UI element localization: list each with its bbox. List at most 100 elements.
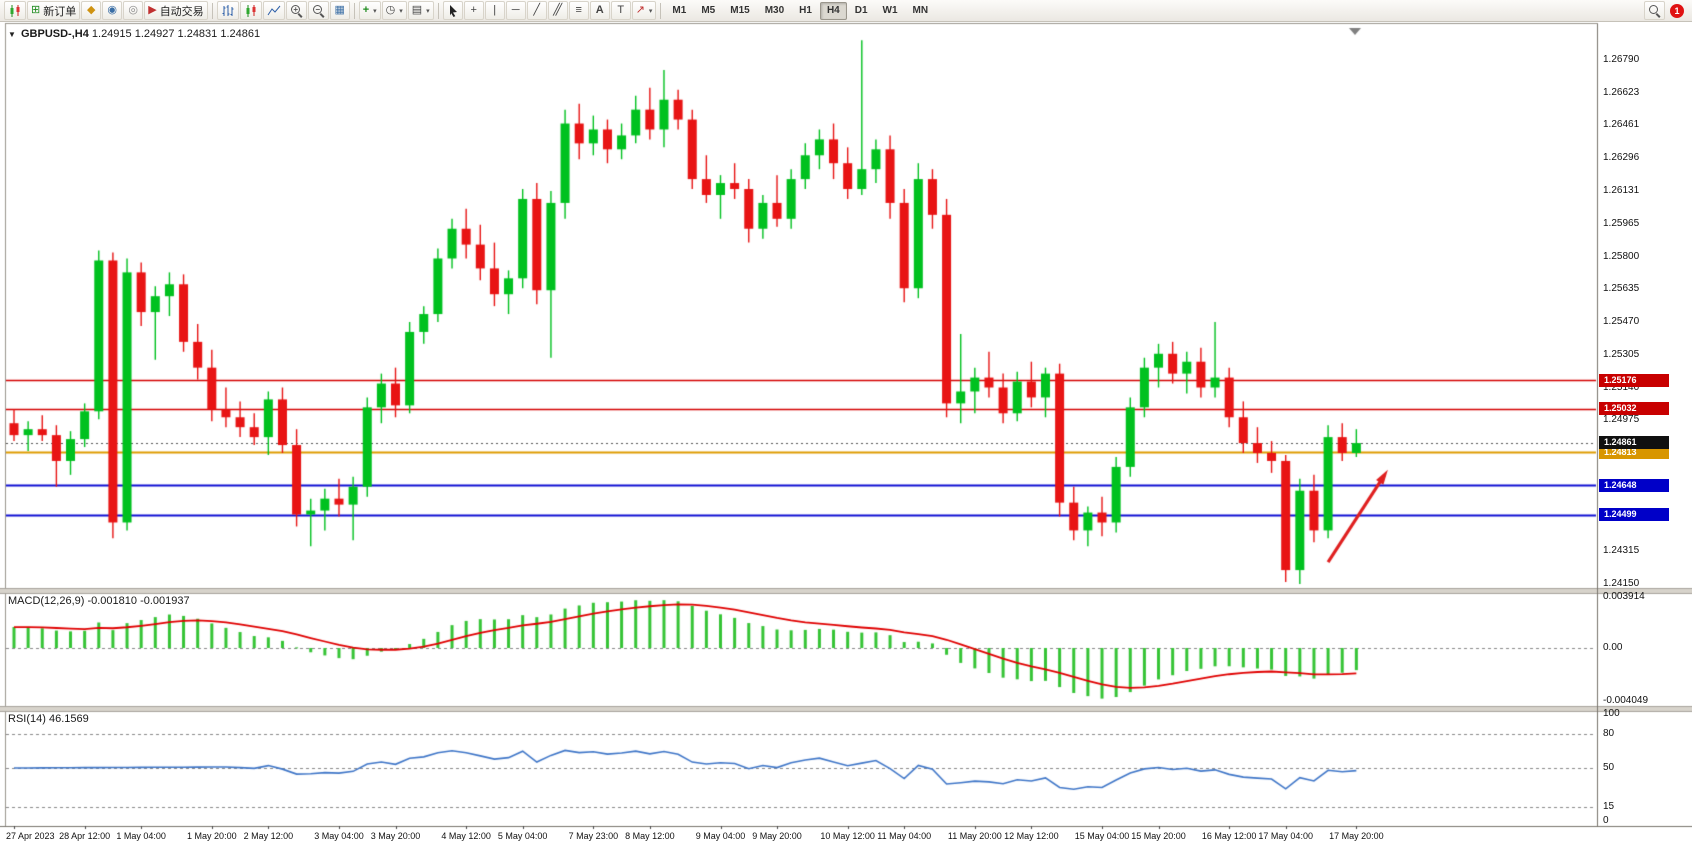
time-axis-label: 4 May 12:00 xyxy=(441,831,491,841)
zoom-in-icon: + xyxy=(290,4,303,17)
time-axis-label: 17 May 20:00 xyxy=(1329,831,1384,841)
auto-trading-button[interactable]: ▶ 自动交易 xyxy=(144,1,208,20)
time-axis-label: 15 May 04:00 xyxy=(1074,831,1130,841)
time-axis-label: 9 May 20:00 xyxy=(752,831,802,841)
price-tick-label: 1.26623 xyxy=(1603,87,1640,99)
notification-badge[interactable]: 1 xyxy=(1670,3,1684,18)
indicators-icon: + xyxy=(362,4,370,16)
timeframe-mn-button[interactable]: MN xyxy=(906,2,936,20)
timeframe-w1-button[interactable]: W1 xyxy=(876,2,905,20)
vertical-line-tool-button[interactable]: | xyxy=(484,1,505,20)
price-tick-label: 1.24150 xyxy=(1603,578,1640,589)
label-tool-button[interactable]: T xyxy=(610,1,631,20)
price-tick-label: 1.26461 xyxy=(1603,119,1640,131)
price-tick-label: 1.25635 xyxy=(1603,283,1640,295)
time-axis-label: 9 May 04:00 xyxy=(695,831,746,841)
price-level-tag[interactable]: 1.25176 xyxy=(1599,373,1669,387)
rsi-axis-label: 80 xyxy=(1603,728,1615,740)
time-axis-label: 28 Apr 12:00 xyxy=(59,831,111,841)
price-level-tag[interactable]: 1.24499 xyxy=(1599,508,1669,522)
chevron-down-icon: ▾ xyxy=(399,7,403,15)
arrows-tool-button[interactable]: ↗ ▾ xyxy=(631,1,657,20)
crosshair-icon: + xyxy=(470,4,477,16)
new-order-icon: ⊞ xyxy=(31,4,41,16)
timeframe-h1-button[interactable]: H1 xyxy=(792,2,819,20)
time-axis-label: 8 May 12:00 xyxy=(625,831,675,841)
fibonacci-tool-button[interactable]: ≡ xyxy=(568,1,589,20)
crosshair-tool-button[interactable]: + xyxy=(463,1,484,20)
template-icon: ▤ xyxy=(411,4,423,16)
community-button[interactable]: ◉ xyxy=(102,1,123,20)
text-tool-button[interactable]: A xyxy=(589,1,610,20)
chart-header: ▼ GBPUSD-,H4 1.24915 1.24927 1.24831 1.2… xyxy=(8,28,260,40)
zoom-in-button[interactable]: + xyxy=(285,1,307,20)
arrows-tool-icon: ↗ xyxy=(635,4,645,16)
mql5-button[interactable]: ◎ xyxy=(123,1,144,20)
chevron-down-icon: ▾ xyxy=(648,7,653,15)
time-axis-label: 7 May 23:00 xyxy=(568,831,619,841)
time-axis-label: 11 May 04:00 xyxy=(877,831,932,841)
timeframe-m1-button[interactable]: M1 xyxy=(665,2,693,20)
timeframe-m15-button[interactable]: M15 xyxy=(723,2,756,20)
rsi-axis-label: 15 xyxy=(1603,801,1615,813)
cursor-tool-button[interactable] xyxy=(442,1,463,20)
candlestick-chart-button[interactable] xyxy=(239,1,262,20)
price-tick-label: 1.25965 xyxy=(1603,217,1640,229)
search-icon xyxy=(1648,4,1661,17)
label-tool-icon: T xyxy=(617,4,625,16)
indicators-button[interactable]: + ▾ xyxy=(358,1,381,20)
search-button[interactable] xyxy=(1644,1,1665,20)
time-axis-label: 1 May 20:00 xyxy=(187,831,237,841)
toolbar-separator xyxy=(353,2,355,19)
price-tick-label: 1.24975 xyxy=(1603,414,1640,426)
new-order-label: 新订单 xyxy=(43,5,77,18)
auto-trading-icon: ▶ xyxy=(148,4,157,16)
time-axis-label: 3 May 20:00 xyxy=(370,831,421,841)
macd-axis-label: 0.003914 xyxy=(1603,591,1645,602)
vertical-line-icon: | xyxy=(493,4,497,16)
price-tick-label: 1.24315 xyxy=(1603,545,1640,557)
clock-icon: ◷ xyxy=(385,4,396,16)
channel-tool-button[interactable]: ╱╱ xyxy=(547,1,568,20)
time-axis-label: 3 May 04:00 xyxy=(314,831,364,841)
timeframe-h4-button[interactable]: H4 xyxy=(819,1,847,20)
trendline-icon: ╱ xyxy=(533,4,540,16)
timeframe-m30-button[interactable]: M30 xyxy=(758,2,791,20)
rsi-indicator-label: RSI(14) 46.1569 xyxy=(8,713,89,725)
horizontal-line-tool-button[interactable]: ─ xyxy=(505,1,526,20)
mql5-icon: ◎ xyxy=(128,4,139,16)
price-tick-label: 1.25140 xyxy=(1603,381,1640,393)
zoom-out-button[interactable]: − xyxy=(307,1,329,20)
time-axis-label: 2 May 12:00 xyxy=(243,831,294,841)
line-chart-button[interactable] xyxy=(262,1,285,20)
equidistant-channel-icon: ╱╱ xyxy=(553,4,562,16)
macd-axis-label: -0.004049 xyxy=(1603,695,1649,706)
time-axis-label: 12 May 12:00 xyxy=(1004,831,1059,841)
zoom-out-icon: − xyxy=(312,4,325,17)
templates-button[interactable]: ▤ ▾ xyxy=(407,1,434,20)
price-level-tag[interactable]: 1.24648 xyxy=(1599,478,1669,492)
text-tool-icon: A xyxy=(595,4,604,16)
fibonacci-icon: ≡ xyxy=(575,4,582,16)
trendline-tool-button[interactable]: ╱ xyxy=(526,1,547,20)
horizontal-line-icon: ─ xyxy=(511,4,520,16)
current-price-tag: 1.24861 xyxy=(1599,436,1669,450)
macd-axis-label: 0.00 xyxy=(1603,642,1623,653)
one-click-trading-toggle[interactable]: ▼ xyxy=(8,30,16,39)
bar-chart-button[interactable] xyxy=(216,1,239,20)
cursor-icon xyxy=(449,5,457,17)
price-tick-label: 1.26131 xyxy=(1603,184,1640,196)
profiles-icon: ◆ xyxy=(86,4,96,16)
new-order-button[interactable]: ⊞ 新订单 xyxy=(27,1,81,20)
periods-button[interactable]: ◷ ▾ xyxy=(381,1,407,20)
chart-window-button[interactable] xyxy=(4,1,26,20)
time-axis-label: 27 Apr 2023 xyxy=(6,831,55,841)
time-axis-label: 15 May 20:00 xyxy=(1131,831,1186,841)
tile-windows-button[interactable]: ▦ xyxy=(329,1,350,20)
profiles-button[interactable]: ◆ xyxy=(81,1,102,20)
price-tick-label: 1.26790 xyxy=(1603,54,1640,65)
timeframe-d1-button[interactable]: D1 xyxy=(848,2,875,20)
timeframe-m5-button[interactable]: M5 xyxy=(694,2,722,20)
price-level-tag[interactable]: 1.25032 xyxy=(1599,402,1669,416)
